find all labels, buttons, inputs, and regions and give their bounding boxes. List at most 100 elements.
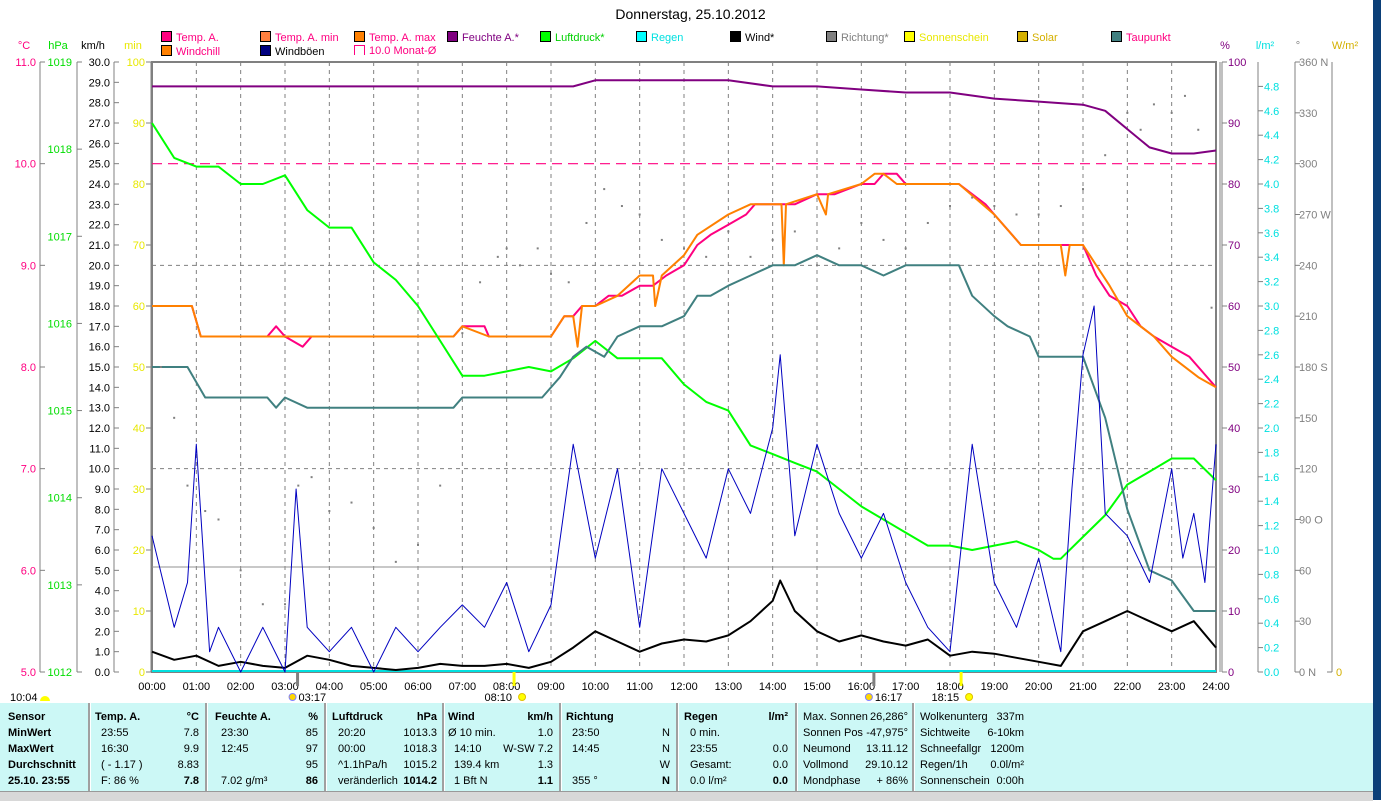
direction-point (1082, 188, 1084, 191)
humidity-tick-label: 40 (1228, 423, 1240, 435)
sun-info-label: Vollmond (803, 759, 849, 771)
direction-point (186, 484, 189, 487)
legend-label: Luftdruck* (555, 32, 605, 44)
legend-label: Feuchte A.* (462, 32, 519, 44)
direction-point (683, 247, 685, 250)
pressure-tick-label: 1015 (48, 406, 72, 418)
direction-tick-label: 180 S (1299, 362, 1328, 374)
legend-label: Windböen (275, 46, 325, 58)
temp-tick-label: 10.0 (15, 159, 36, 171)
humidity-tick-label: 100 (1228, 57, 1246, 69)
direction-tick-label: 360 N (1299, 57, 1328, 69)
cell-time: ( - 1.17 ) (101, 759, 143, 771)
legend-swatch (904, 31, 915, 42)
direction-point (536, 247, 539, 250)
temp-tick-label: 9.0 (21, 260, 36, 272)
rain-tick-label: 0.6 (1264, 594, 1279, 606)
direction-point (603, 188, 606, 191)
cell-time: 7.02 g/m³ (221, 775, 268, 787)
rain-tick-label: 3.6 (1264, 228, 1279, 240)
cell-value: 85 (305, 727, 318, 739)
direction-tick-label: 150 (1299, 413, 1317, 425)
series-luftdruck-line (151, 122, 1217, 560)
column-separator (795, 703, 798, 791)
wind-axis-unit: km/h (81, 40, 105, 52)
pressure-axis-unit: hPa (48, 40, 68, 52)
direction-point (1015, 213, 1018, 216)
rain-tick-label: 4.8 (1264, 81, 1279, 93)
wind-tick-label: 17.0 (89, 321, 110, 333)
x-tick-label: 22:00 (1114, 681, 1142, 693)
wind-tick-label: 29.0 (89, 77, 110, 89)
cell-time: 23:30 (221, 727, 249, 739)
temp-tick-label: 6.0 (21, 565, 36, 577)
humidity-tick-label: 50 (1228, 362, 1240, 374)
row-label: MaxWert (8, 743, 54, 755)
humidity-axis-unit: % (1220, 40, 1230, 52)
x-tick-label: 07:00 (449, 681, 477, 693)
wind-tick-label: 14.0 (89, 382, 110, 394)
sun-icon (40, 696, 50, 701)
cell-value: 86 (305, 775, 318, 787)
legend-item: Windchill (161, 45, 220, 58)
cell-time: 14:45 (572, 743, 600, 755)
wind-tick-label: 3.0 (95, 606, 110, 618)
solar-axis-unit: W/m² (1332, 40, 1359, 52)
cell-value: N (662, 727, 670, 739)
legend-swatch (1111, 31, 1122, 42)
legend-label: Solar (1032, 32, 1058, 44)
series-windb-en-line (151, 305, 1217, 673)
sunrise-time-label: 08:10 (485, 692, 513, 703)
column-unit: % (308, 711, 318, 723)
wind-tick-label: 6.0 (95, 545, 110, 557)
sun-info-label: Max. Sonnen (803, 711, 868, 723)
column-unit: °C (186, 711, 199, 723)
x-tick-label: 23:00 (1158, 681, 1186, 693)
row-label: Durchschnitt (8, 759, 76, 771)
x-tick-label: 15:00 (803, 681, 831, 693)
weather-info-label: Regen/1h (920, 759, 968, 771)
direction-point (749, 255, 752, 258)
legend-label: Richtung* (841, 32, 889, 44)
moonset-time-label: 03:17 (299, 692, 327, 703)
moonrise-time-label: 16:17 (875, 692, 903, 703)
series-richtung (159, 94, 1213, 606)
temp-tick-label: 7.0 (21, 464, 36, 476)
cell-time: 23:50 (572, 727, 600, 739)
cell-value: 97 (305, 743, 318, 755)
wind-tick-label: 10.0 (89, 464, 110, 476)
cell-value: 7.8 (183, 775, 199, 787)
weather-chart: 00:00 01:00 02:00 03:00 04:00 05:00 06:00 07:00… (10, 40, 1359, 703)
rain-tick-label: 0.8 (1264, 569, 1279, 581)
x-tick-label: 21:00 (1069, 681, 1097, 693)
direction-tick-label: 120 (1299, 464, 1317, 476)
column-unit: km/h (527, 711, 553, 723)
pressure-tick-label: 1013 (48, 580, 72, 592)
weather-info-value: 6-10km (987, 727, 1024, 739)
direction-point (860, 221, 863, 224)
cell-value: N (662, 775, 670, 787)
direction-tick-label: 300 (1299, 159, 1317, 171)
wind-tick-label: 25.0 (89, 159, 110, 171)
direction-point (204, 510, 207, 513)
direction-point (1126, 111, 1129, 114)
rain-tick-label: 3.2 (1264, 277, 1279, 289)
legend-item: Temp. A. max (354, 31, 436, 44)
legend-swatch (730, 31, 741, 42)
legend-item: Taupunkt (1111, 31, 1171, 44)
column-header: Sensor (8, 711, 46, 723)
legend-swatch (161, 45, 172, 56)
weather-info-value: 0:00h (996, 775, 1024, 787)
column-unit: hPa (416, 711, 437, 723)
direction-point (620, 205, 623, 208)
row-label: 25.10. 23:55 (8, 775, 70, 787)
sun-info-value: + 86% (876, 775, 909, 787)
legend-swatch (260, 45, 271, 56)
direction-point (261, 603, 264, 606)
direction-point (727, 230, 730, 233)
x-tick-label: 13:00 (715, 681, 743, 693)
column-separator (205, 703, 208, 791)
legend-swatch (354, 31, 365, 42)
wind-tick-label: 7.0 (95, 525, 110, 537)
cell-value: 1015.2 (403, 759, 437, 771)
